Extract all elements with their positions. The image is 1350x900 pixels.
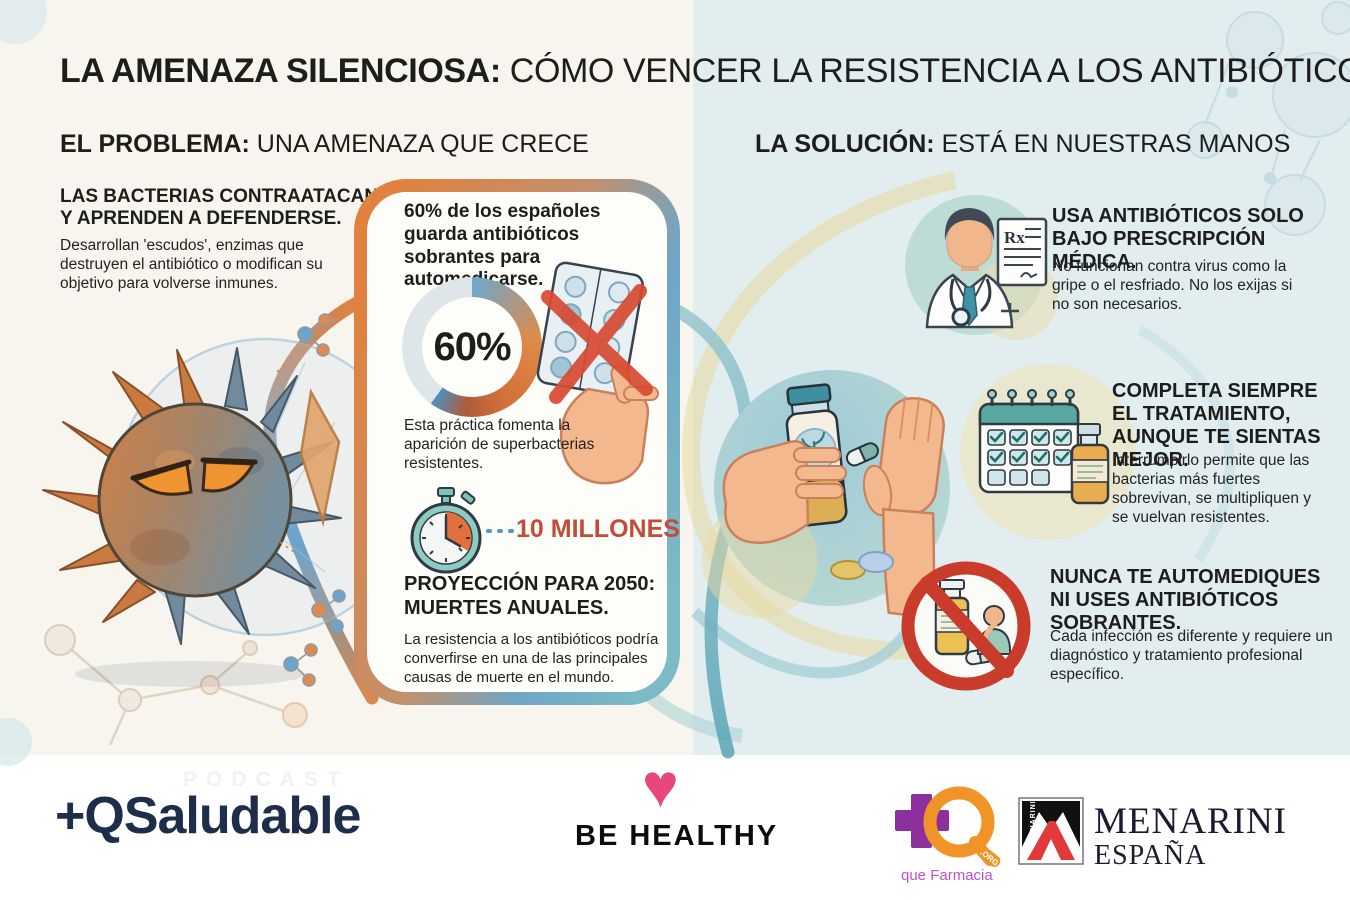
qsaludable-logo: +QSaludable xyxy=(55,787,361,845)
behealthy-logo: BE HEALTHY xyxy=(575,820,779,852)
card-note-text: Esta práctica fomenta la aparición de su… xyxy=(404,417,595,472)
bacteria-block-title: LAS BACTERIAS CONTRAATACAN Y APRENDEN A … xyxy=(60,186,379,230)
stopwatch-icon xyxy=(410,487,482,574)
donut-hole: 60% xyxy=(422,297,522,397)
solution-item-3-body: Cada infección es diferente y requiere u… xyxy=(1050,628,1333,683)
solution-heading-rest: ESTÁ EN NUESTRAS MANOS xyxy=(934,130,1291,158)
solution-item-2-title: COMPLETA SIEMPRE EL TRATAMIENTO, AUNQUE … xyxy=(1112,380,1321,471)
corner-blob xyxy=(0,0,47,44)
page-title-bold: LA AMENAZA SILENCIOSA: xyxy=(60,52,501,90)
stat-body: La resistencia a los antibióticos podría… xyxy=(404,631,659,686)
solution-item-1-title: USA ANTIBIÓTICOS SOLO BAJO PRESCRIPCIÓN … xyxy=(1052,205,1304,273)
footer-band xyxy=(0,755,1350,900)
calendar-treatment-icon xyxy=(978,389,1110,505)
rx-label: Rx xyxy=(1004,228,1025,247)
menarini-vertical-label: MENARINI xyxy=(1030,800,1037,843)
solution-heading: LA SOLUCIÓN: ESTÁ EN NUESTRAS MANOS xyxy=(755,130,1290,159)
problem-heading-bold: EL PROBLEMA: xyxy=(60,130,250,158)
solution-item-3-title: NUNCA TE AUTOMEDIQUES NI USES ANTIBIÓTIC… xyxy=(1050,566,1321,634)
quefarmacia-label: que Farmacia xyxy=(901,867,993,884)
solution-item-1-body: No funcionan contra virus como la gripe … xyxy=(1052,258,1293,313)
molecule-decoration xyxy=(44,624,308,746)
menarini-region: ESPAÑA xyxy=(1094,840,1207,871)
problem-heading-rest: UNA AMENAZA QUE CRECE xyxy=(249,130,589,158)
q-letter xyxy=(923,786,995,858)
bacteria-block-body: Desarrollan 'escudos', enzimas que destr… xyxy=(60,237,323,292)
menarini-name: MENARINI xyxy=(1094,801,1287,842)
solution-heading-bold: LA SOLUCIÓN: xyxy=(755,130,935,158)
bacteria-monster-icon xyxy=(42,313,365,687)
yellow-arc xyxy=(681,171,957,660)
problem-heading: EL PROBLEMA: UNA AMENAZA QUE CRECE xyxy=(60,130,589,159)
stat-value: 10 MILLONES xyxy=(516,515,680,543)
molecule-cluster xyxy=(297,313,332,357)
red-cross-mark xyxy=(541,284,653,404)
statistic-card-content: 60% de los españoles guarda antibióticos… xyxy=(358,183,680,701)
donut-center-label: 60% xyxy=(433,324,511,369)
podcast-label: PODCAST xyxy=(183,768,349,791)
refuse-medicine-illustration xyxy=(722,383,945,620)
page-title-rest: CÓMO VENCER LA RESISTENCIA A LOS ANTIBIÓ… xyxy=(500,52,1350,90)
dash-connector xyxy=(486,529,514,533)
cells-decoration xyxy=(1186,1,1350,236)
quefarmacia-logo: .ORG que Farmacia xyxy=(895,786,1001,884)
crossed-blister-pack-icon xyxy=(536,261,659,485)
solution-item-2-body: Interrumpirlo permite que las bacterias … xyxy=(1112,452,1312,526)
donut-chart-60-percent: 60% xyxy=(402,277,542,417)
menarini-logo-mark: MENARINI xyxy=(1018,797,1084,865)
heart-icon: ♥ xyxy=(642,752,679,821)
stat-title: PROYECCIÓN PARA 2050: MUERTES ANUALES. xyxy=(404,573,656,619)
page-title: LA AMENAZA SILENCIOSA: CÓMO VENCER LA RE… xyxy=(60,52,1350,91)
no-self-medication-icon xyxy=(901,561,1031,691)
doctor-prescription-icon: Rx xyxy=(925,208,1048,329)
